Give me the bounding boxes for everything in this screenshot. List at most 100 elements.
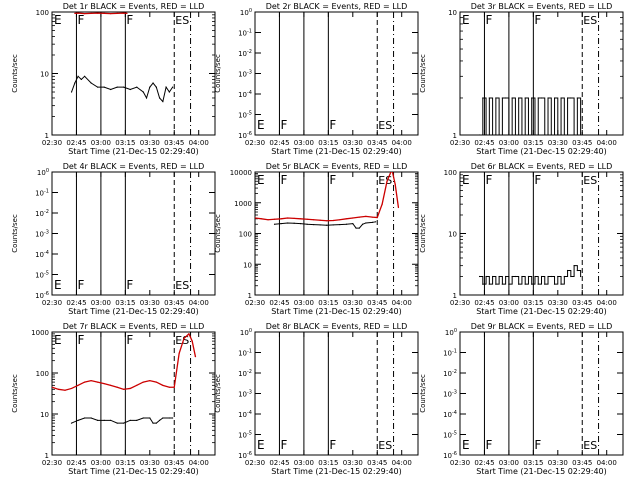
panel-title: Det 6r BLACK = Events, RED = LLD [471,162,613,171]
data-point [534,134,536,135]
x-tick-label: 03:15 [523,139,543,147]
marker-letter: F [77,278,84,292]
data-point [287,222,289,224]
data-point [129,419,131,421]
x-tick-label: 02:45 [474,299,494,307]
data-point [123,12,125,14]
marker-letter: F [485,13,492,27]
x-axis-label: Start Time (21-Dec-15 02:29:40) [271,307,402,316]
data-point [495,283,497,285]
data-point [142,417,144,419]
data-point [280,218,282,220]
data-point [110,384,112,386]
data-point [352,217,354,219]
y-tick-label: 100 [240,8,252,17]
data-point [332,224,334,226]
y-tick-label: 10-6 [238,131,252,140]
series-events-line [479,97,582,135]
x-axis-label: Start Time (21-Dec-15 02:29:40) [271,147,402,156]
data-point [84,13,86,15]
data-point [326,220,328,222]
x-tick-label: 04:00 [597,299,617,307]
data-point [365,222,367,224]
data-point [570,275,572,278]
marker-letter: F [77,13,84,27]
data-point [183,337,185,339]
y-axis-label: Counts/sec [214,214,222,253]
y-tick-label: 10 [40,71,49,79]
data-point [162,100,164,103]
x-tick-label: 03:45 [572,459,592,467]
x-tick-label: 03:00 [499,139,519,147]
marker-letter: F [280,118,287,132]
x-tick-label: 03:45 [367,139,387,147]
data-point [90,12,92,14]
y-tick-label: 10-1 [238,29,252,38]
panel-8r: Det 8r BLACK = Events, RED = LLD Start Ti… [214,322,419,476]
y-tick-label: 10-3 [443,390,457,399]
data-point [152,82,154,84]
x-axis-label: Start Time (21-Dec-15 02:29:40) [68,307,199,316]
marker-letter: F [534,13,541,27]
x-tick-label: 03:45 [164,299,184,307]
y-tick-label: 10-2 [238,369,252,378]
marker-letter: F [329,438,336,452]
data-point [544,283,546,285]
data-point [345,218,347,220]
marker-letter: E [257,118,265,132]
data-point [116,86,118,88]
data-point [521,134,523,135]
data-point [158,419,161,421]
y-tick-label: 10-2 [443,369,457,378]
data-point [580,134,582,135]
data-point [478,134,481,135]
data-point [531,97,533,99]
data-point [313,219,315,221]
marker-letter: E [257,173,265,187]
data-point [540,275,543,278]
marker-letter: F [77,333,84,347]
data-point [544,134,546,135]
x-tick-label: 04:00 [392,299,412,307]
data-point [74,12,76,14]
data-point [478,275,481,278]
series-events-line [71,75,174,103]
data-point [142,91,144,93]
data-point [547,275,549,278]
x-axis-label: Start Time (21-Dec-15 02:29:40) [68,467,199,476]
data-point [576,269,578,272]
marker-letter: ES [583,439,597,452]
x-tick-label: 03:15 [115,459,135,467]
data-point [123,422,125,424]
data-point [521,275,523,278]
series-events-group [478,97,582,135]
x-axis-label: Start Time (21-Dec-15 02:29:40) [476,307,607,316]
data-point [386,180,388,182]
data-point [501,97,503,99]
data-point [84,381,86,383]
y-tick-label: 10-3 [238,390,252,399]
y-tick-label: 1000 [234,200,252,208]
data-point [394,183,396,185]
data-point [495,97,497,99]
x-tick-label: 02:45 [269,299,289,307]
x-axis-label: Start Time (21-Dec-15 02:29:40) [476,467,607,476]
data-point [77,75,79,77]
x-tick-label: 03:15 [115,139,135,147]
y-tick-label: 10-3 [35,230,49,239]
data-point [149,86,151,88]
data-point [508,134,510,135]
data-point [77,384,79,386]
y-tick-label: 10-6 [238,451,252,460]
x-tick-label: 02:30 [42,459,62,467]
marker-letter: F [126,333,133,347]
panel-4r: Det 4r BLACK = Events, RED = LLD Start Ti… [11,162,216,316]
marker-letter: ES [583,14,597,27]
y-tick-label: 10-5 [443,431,457,440]
data-point [524,283,526,285]
data-point [191,340,193,342]
data-point [550,134,552,135]
y-axis-label: Counts/sec [419,54,427,93]
x-tick-label: 03:15 [115,299,135,307]
